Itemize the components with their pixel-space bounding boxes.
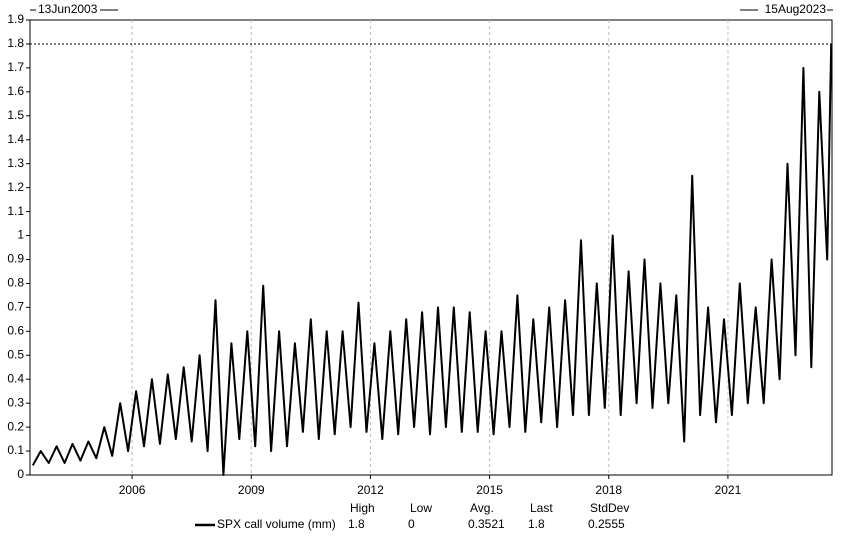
y-tick-label: 1.2	[7, 180, 24, 194]
y-tick-label: 0.5	[7, 347, 24, 361]
stat-header: High	[350, 501, 375, 515]
x-tick-label: 2018	[595, 483, 622, 497]
y-tick-label: 1.7	[7, 60, 24, 74]
y-tick-label: 0.8	[7, 276, 24, 290]
stat-value: 0.3521	[468, 517, 505, 531]
y-tick-label: 0.1	[7, 443, 24, 457]
y-tick-label: 1.9	[7, 12, 24, 26]
y-tick-label: 1.5	[7, 108, 24, 122]
x-tick-label: 2009	[238, 483, 265, 497]
y-tick-label: 1	[17, 228, 24, 242]
y-tick-label: 0.3	[7, 395, 24, 409]
stat-value: 0.2555	[588, 517, 625, 531]
plot-frame	[29, 19, 833, 476]
stat-value: 1.8	[528, 517, 545, 531]
y-tick-label: 0	[17, 467, 24, 481]
stat-header: StdDev	[590, 501, 629, 515]
legend-label: SPX call volume (mm)	[217, 517, 336, 531]
y-tick-label: 0.9	[7, 252, 24, 266]
x-tick-label: 2012	[357, 483, 384, 497]
y-tick-label: 1.3	[7, 156, 24, 170]
stat-header: Last	[530, 501, 553, 515]
y-tick-label: 1.1	[7, 204, 24, 218]
series-line	[31, 43, 833, 476]
stat-header: Avg.	[470, 501, 494, 515]
y-tick-label: 1.6	[7, 84, 24, 98]
x-tick-label: 2021	[715, 483, 742, 497]
y-tick-label: 1.8	[7, 36, 24, 50]
y-tick-label: 0.7	[7, 300, 24, 314]
start-label: 13Jun2003	[38, 2, 98, 16]
x-tick-label: 2015	[476, 483, 503, 497]
end-label: 15Aug2023	[765, 2, 827, 16]
y-tick-label: 1.4	[7, 132, 24, 146]
stat-value: 0	[408, 517, 415, 531]
stat-header: Low	[410, 501, 432, 515]
y-tick-label: 0.6	[7, 323, 24, 337]
y-tick-label: 0.4	[7, 371, 24, 385]
x-tick-label: 2006	[119, 483, 146, 497]
stat-value: 1.8	[348, 517, 365, 531]
y-tick-label: 0.2	[7, 419, 24, 433]
